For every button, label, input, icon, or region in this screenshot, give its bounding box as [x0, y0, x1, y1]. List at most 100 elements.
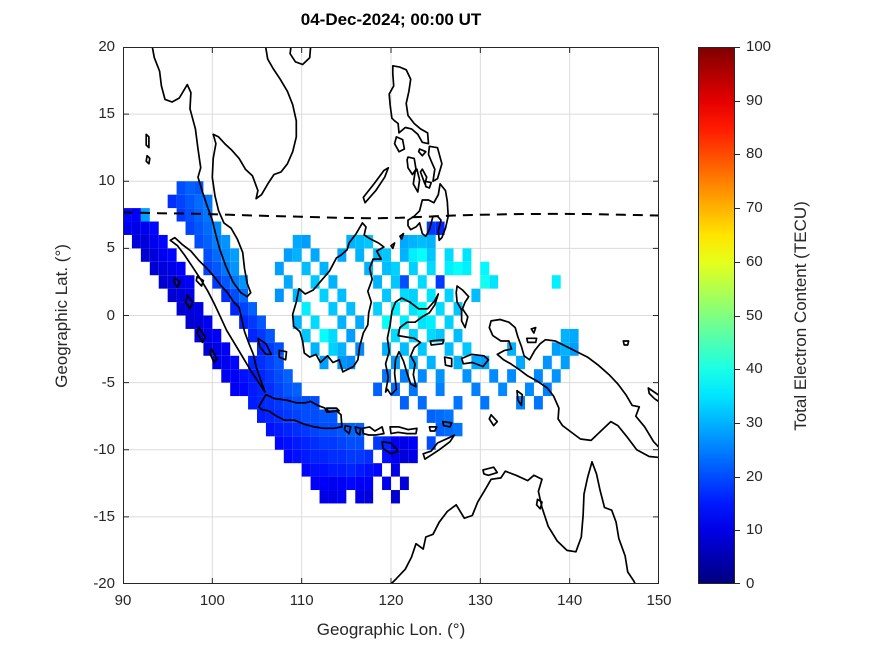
tec-cell — [185, 208, 195, 222]
tec-cell — [319, 476, 329, 491]
tec-cell — [337, 355, 347, 370]
tec-cell — [355, 315, 365, 329]
coastline-path — [389, 460, 637, 584]
tec-cell — [292, 234, 302, 249]
y-tick-label: -10 — [93, 440, 115, 458]
tec-cell — [391, 302, 400, 316]
tec-cell — [328, 476, 338, 491]
tec-cell — [328, 328, 338, 343]
coastline-path — [422, 434, 456, 460]
tec-cell — [230, 382, 240, 397]
tec-cell — [382, 315, 391, 329]
tec-cell — [176, 194, 186, 209]
tec-cell — [265, 369, 275, 383]
coastline-path — [488, 318, 659, 459]
coastline-path — [406, 156, 417, 176]
colorbar-tick-label: 40 — [746, 360, 763, 378]
tec-cell — [435, 422, 445, 437]
tec-cell — [408, 355, 418, 370]
tec-cell — [203, 208, 213, 222]
colorbar-tick-label: 10 — [746, 521, 763, 539]
tec-cell — [399, 248, 409, 262]
tec-cell — [408, 261, 418, 276]
tec-cell — [248, 369, 257, 383]
tec-cell — [337, 490, 347, 504]
tec-cell — [560, 355, 570, 370]
tec-cell — [391, 490, 400, 504]
tec-cell — [221, 275, 231, 289]
tec-cell — [328, 302, 338, 316]
tec-cell — [301, 234, 311, 249]
colorbar-tick-label: 50 — [746, 306, 763, 324]
coastline-path — [389, 426, 418, 435]
tec-cell — [265, 382, 275, 397]
tec-cell — [167, 248, 177, 262]
tec-cell — [310, 476, 320, 491]
tec-cell — [489, 275, 499, 289]
tec-cell — [248, 382, 257, 397]
tec-cell — [221, 369, 231, 383]
y-tick-label: 10 — [98, 172, 115, 190]
tec-cell — [212, 328, 222, 343]
tec-cell — [346, 355, 356, 370]
tec-cell — [346, 436, 356, 450]
coastline-path — [361, 426, 385, 436]
tec-cell — [426, 355, 436, 370]
tec-cell — [462, 342, 472, 356]
tec-cell — [149, 248, 159, 262]
tec-cell — [185, 275, 195, 289]
tec-cell — [373, 302, 383, 316]
tec-cell — [185, 288, 195, 303]
coastline-path — [291, 222, 385, 373]
tec-cell — [417, 342, 427, 356]
tec-cell — [453, 396, 463, 410]
coastline-path — [428, 426, 438, 432]
tec-cell — [337, 449, 347, 464]
tec-cell — [203, 221, 213, 235]
tec-cell — [319, 261, 329, 276]
tec-cell — [551, 275, 561, 289]
tec-cell — [346, 449, 356, 464]
tec-cell — [373, 436, 383, 450]
tec-cell — [417, 369, 427, 383]
tec-cell — [301, 261, 311, 276]
plot-title: 04-Dec-2024; 00:00 UT — [300, 10, 482, 29]
tec-cell — [569, 328, 579, 343]
tec-cell — [435, 328, 445, 343]
tec-cell — [194, 194, 204, 209]
tec-cell — [283, 369, 293, 383]
tec-cell — [274, 261, 284, 276]
tec-cell — [158, 275, 168, 289]
tec-cell — [274, 288, 284, 303]
tec-cell — [346, 476, 356, 491]
colorbar-tick — [735, 208, 740, 210]
tec-cell — [480, 261, 490, 276]
coastline-path — [278, 349, 288, 361]
tec-cell — [337, 342, 347, 356]
coastline-path — [390, 242, 396, 250]
tec-cell — [453, 302, 463, 316]
tec-cell — [444, 342, 454, 356]
coastline-path — [407, 183, 450, 242]
tec-cell — [257, 328, 266, 343]
coastline-path — [535, 498, 543, 510]
tec-cell — [444, 409, 454, 423]
tec-cell — [212, 261, 222, 276]
x-axis-label: Geographic Lon. (°) — [316, 620, 466, 639]
tec-cell — [435, 409, 445, 423]
tec-cell — [328, 409, 338, 423]
tec-cell — [239, 275, 249, 289]
tec-cell — [194, 234, 204, 249]
tec-cell — [373, 463, 383, 477]
tec-cell — [310, 422, 320, 437]
tec-cell — [444, 288, 454, 303]
tec-cell — [310, 436, 320, 450]
tec-cell — [149, 221, 159, 235]
tec-cell — [426, 288, 436, 303]
tec-cell — [399, 342, 409, 356]
coastline-path — [343, 424, 352, 435]
coastline-path — [460, 353, 490, 368]
tec-cell — [480, 355, 490, 370]
tec-cell — [212, 234, 222, 249]
tec-cell — [444, 422, 454, 437]
